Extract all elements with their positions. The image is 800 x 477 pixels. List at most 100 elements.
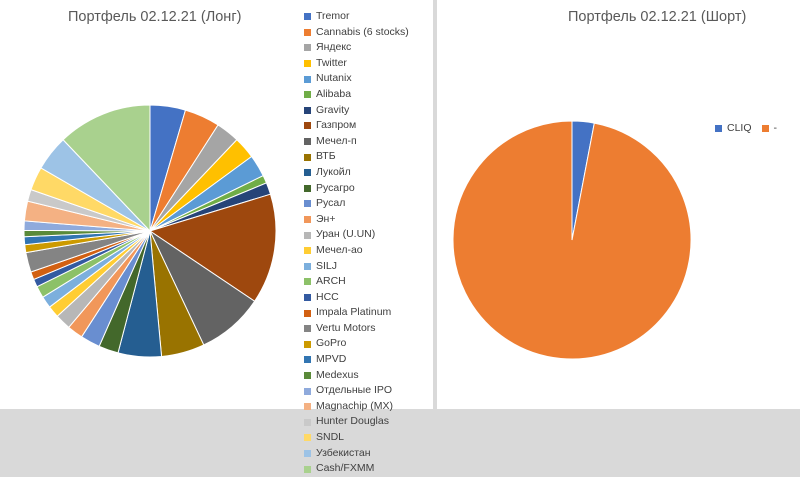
legend-label: GoPro — [316, 337, 347, 350]
short-legend-item: - — [761, 122, 778, 134]
legend-label: Уран (U.UN) — [316, 228, 376, 241]
long-legend-item: Twitter — [304, 56, 409, 72]
long-legend-item: GoPro — [304, 336, 409, 352]
legend-swatch — [304, 44, 311, 52]
long-legend-item: Gravity — [304, 103, 409, 119]
legend-swatch — [304, 325, 311, 333]
legend-label: Русагро — [316, 181, 355, 194]
long-legend-item: ARCH — [304, 274, 409, 290]
long-chart-title: Портфель 02.12.21 (Лонг) — [68, 9, 242, 25]
legend-swatch — [304, 449, 311, 457]
legend-label: ARCH — [316, 275, 346, 288]
legend-swatch — [304, 169, 311, 177]
long-legend-item: Газпром — [304, 118, 409, 134]
legend-label: Twitter — [316, 56, 347, 69]
legend-swatch — [304, 247, 311, 255]
legend-swatch — [715, 124, 722, 132]
legend-swatch — [304, 91, 311, 99]
legend-label: Русал — [316, 197, 346, 210]
long-legend-item: Hunter Douglas — [304, 414, 409, 430]
legend-swatch — [304, 216, 311, 224]
legend-swatch — [304, 184, 311, 192]
short-chart-legend: CLIQ - — [715, 122, 787, 134]
long-legend-item: Узбекистан — [304, 446, 409, 462]
long-legend-item: Nutanix — [304, 71, 409, 87]
long-chart-legend: Tremor Cannabis (6 stocks) Яндекс Twitter Nu… — [304, 9, 409, 477]
short-pie-chart — [452, 120, 692, 360]
long-legend-item: Русагро — [304, 181, 409, 197]
long-legend-item: Impala Platinum — [304, 305, 409, 321]
short-chart-title: Портфель 02.12.21 (Шорт) — [568, 9, 747, 25]
short-legend-item: CLIQ — [715, 122, 752, 134]
long-slice-cash-fxmm — [62, 104, 151, 233]
legend-label: Vertu Motors — [316, 321, 376, 334]
legend-swatch — [304, 340, 311, 348]
legend-label: Gravity — [316, 103, 350, 116]
legend-label: Tremor — [316, 10, 350, 22]
legend-swatch — [304, 231, 311, 239]
legend-label: HCC — [316, 290, 339, 303]
legend-swatch — [304, 403, 311, 411]
long-legend-item: Эн+ — [304, 212, 409, 228]
legend-swatch — [304, 13, 311, 21]
long-legend-item: SILJ — [304, 259, 409, 275]
legend-label: MPVD — [316, 353, 347, 366]
long-legend-item: Vertu Motors — [304, 321, 409, 337]
short-chart-panel: Портфель 02.12.21 (Шорт) CLIQ - — [437, 0, 800, 409]
legend-swatch — [304, 278, 311, 286]
legend-label: Cannabis (6 stocks) — [316, 25, 409, 38]
legend-swatch — [304, 75, 311, 83]
legend-label: CLIQ — [727, 122, 752, 134]
legend-swatch — [304, 138, 311, 146]
long-slice-газпром — [148, 193, 277, 302]
legend-swatch — [304, 200, 311, 208]
legend-swatch — [304, 465, 311, 473]
long-legend-item: Русал — [304, 196, 409, 212]
legend-label: Эн+ — [316, 212, 336, 225]
long-legend-item: Мечел-п — [304, 134, 409, 150]
legend-label: Отдельные IPO — [316, 384, 393, 397]
legend-swatch — [304, 434, 311, 442]
legend-label: Яндекс — [316, 41, 352, 54]
legend-label: Мечел-п — [316, 134, 357, 147]
long-legend-item: Cash/FXMM — [304, 461, 409, 477]
legend-label: Hunter Douglas — [316, 415, 389, 428]
legend-swatch — [304, 122, 311, 130]
long-legend-item: Мечел-ао — [304, 243, 409, 259]
legend-swatch — [304, 60, 311, 68]
legend-swatch — [304, 28, 311, 36]
long-legend-item: SNDL — [304, 430, 409, 446]
legend-label: Лукойл — [316, 165, 351, 178]
legend-swatch — [761, 124, 769, 132]
long-legend-item: Medexus — [304, 368, 409, 384]
long-legend-item: Magnachip (MX) — [304, 399, 409, 415]
long-legend-item: ВТБ — [304, 149, 409, 165]
legend-label: SNDL — [316, 431, 345, 444]
long-chart-panel: Портфель 02.12.21 (Лонг) Tremor Cannabis … — [0, 0, 433, 474]
long-legend-item: HCC — [304, 290, 409, 306]
legend-label: Узбекистан — [316, 446, 371, 459]
legend-swatch — [304, 293, 311, 301]
legend-swatch — [304, 387, 311, 395]
legend-label: Cash/FXMM — [316, 462, 375, 475]
legend-label: Impala Platinum — [316, 306, 392, 319]
short-slice-dash — [452, 120, 692, 360]
legend-swatch — [304, 262, 311, 270]
legend-label: Magnachip (MX) — [316, 399, 394, 412]
long-pie-chart — [23, 104, 277, 358]
legend-swatch — [304, 371, 311, 379]
legend-label: Medexus — [316, 368, 359, 381]
legend-swatch — [304, 309, 311, 317]
legend-label: ВТБ — [316, 150, 336, 163]
legend-label: Мечел-ао — [316, 243, 363, 256]
legend-label: Alibaba — [316, 87, 352, 100]
legend-swatch — [304, 356, 311, 364]
legend-label: - — [773, 122, 778, 134]
long-legend-item: Уран (U.UN) — [304, 227, 409, 243]
legend-swatch — [304, 418, 311, 426]
long-legend-item: Tremor — [304, 9, 409, 25]
legend-label: Nutanix — [316, 72, 352, 85]
legend-label: SILJ — [316, 259, 338, 272]
long-legend-item: MPVD — [304, 352, 409, 368]
legend-swatch — [304, 106, 311, 114]
